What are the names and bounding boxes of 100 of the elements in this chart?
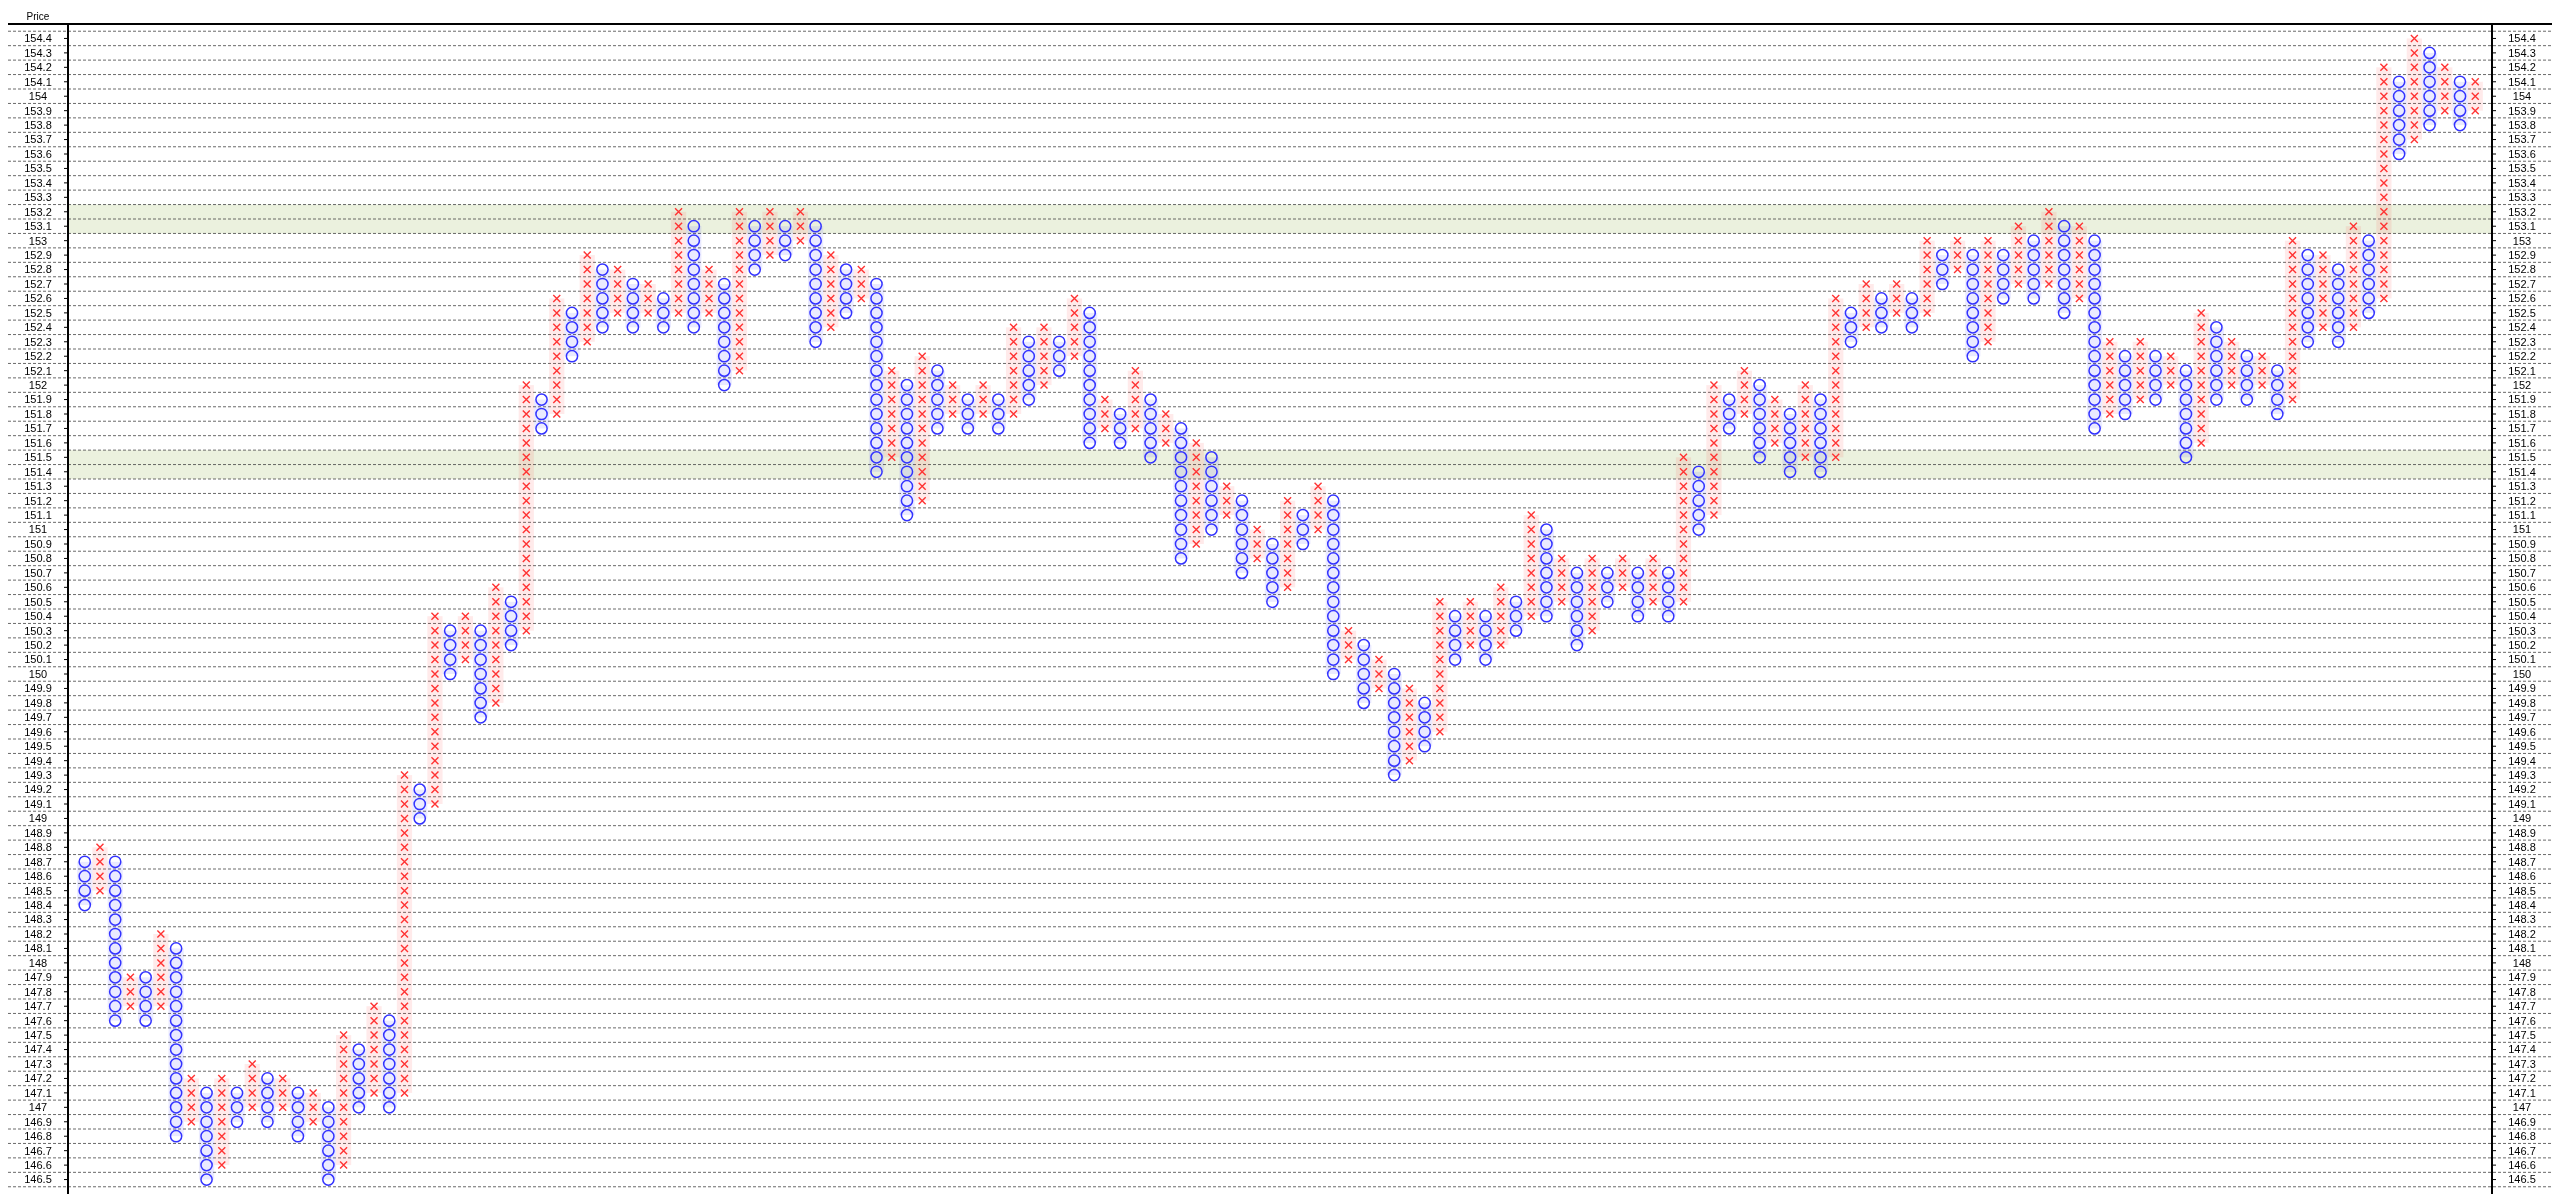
y2-tick-label: 151 bbox=[2512, 523, 2532, 536]
y-tick-label: 149.8 bbox=[24, 696, 52, 709]
y-tick-label: 151.6 bbox=[24, 436, 52, 449]
y-tick-label: 154.1 bbox=[24, 75, 52, 88]
y-tick-label: 152.7 bbox=[24, 277, 52, 290]
y2-tick-label: 149.9 bbox=[2508, 682, 2536, 695]
bar bbox=[92, 847, 108, 891]
bar bbox=[1706, 385, 1722, 516]
y-tick-label: 147 bbox=[28, 1101, 48, 1114]
y-tick-label: 153.3 bbox=[24, 191, 52, 204]
y2-tick-label: 147.5 bbox=[2508, 1028, 2536, 1041]
y-tick-label: 153.2 bbox=[24, 205, 52, 218]
y2-tick-label: 151.1 bbox=[2508, 508, 2536, 521]
y2-tick-label: 153.3 bbox=[2508, 191, 2536, 204]
bar bbox=[1371, 659, 1387, 689]
bar bbox=[2193, 312, 2209, 443]
y2-tick-label: 151.3 bbox=[2508, 480, 2536, 493]
y2-tick-label: 149.8 bbox=[2508, 696, 2536, 709]
y2-tick-label: 152.7 bbox=[2508, 277, 2536, 290]
y2-tick-label: 151.7 bbox=[2508, 422, 2536, 435]
bar bbox=[122, 977, 139, 1007]
y2-tick-label: 153.7 bbox=[2508, 133, 2536, 146]
bar bbox=[153, 934, 169, 1007]
y-tick-label: 151.2 bbox=[24, 494, 52, 507]
y2-tick-label: 152.4 bbox=[2508, 321, 2536, 334]
bar bbox=[1158, 414, 1174, 443]
y-tick-label: 149.3 bbox=[24, 768, 52, 781]
bar bbox=[945, 385, 961, 414]
bar bbox=[214, 1078, 230, 1166]
y2-tick-label: 150.1 bbox=[2508, 653, 2536, 666]
y-tick-label: 152.2 bbox=[24, 350, 52, 363]
bar bbox=[2224, 341, 2240, 386]
y-tick-label: 152.6 bbox=[24, 292, 52, 305]
y2-tick-label: 150.8 bbox=[2508, 552, 2536, 565]
y2-tick-label: 152.2 bbox=[2508, 350, 2536, 363]
y-tick-label: 149.6 bbox=[24, 725, 52, 738]
y2-tick-label: 149.7 bbox=[2508, 711, 2536, 724]
y-tick-label: 151.4 bbox=[24, 465, 52, 478]
y2-tick-label: 148.1 bbox=[2508, 942, 2536, 955]
bar bbox=[731, 211, 748, 371]
y-tick-label: 152.8 bbox=[24, 263, 52, 276]
bar bbox=[1036, 327, 1052, 386]
y-tick-label: 150.6 bbox=[24, 581, 52, 594]
y2-tick-label: 148.6 bbox=[2508, 870, 2536, 883]
y2-tick-label: 149.2 bbox=[2508, 783, 2536, 796]
y-tick-label: 154.4 bbox=[24, 32, 52, 45]
y2-tick-label: 153.5 bbox=[2508, 162, 2536, 175]
y-tick-label: 153.4 bbox=[24, 176, 52, 189]
bar bbox=[914, 356, 930, 501]
y2-tick-label: 154.3 bbox=[2508, 46, 2536, 59]
y2-tick-label: 147.2 bbox=[2508, 1072, 2536, 1085]
y2-tick-label: 153.6 bbox=[2508, 147, 2536, 160]
y-tick-label: 152.5 bbox=[24, 306, 52, 319]
bar bbox=[1645, 558, 1661, 602]
bar bbox=[610, 269, 626, 313]
y-tick-label: 147.5 bbox=[24, 1028, 52, 1041]
y2-tick-label: 150.5 bbox=[2508, 595, 2536, 608]
y-tick-label: 152.1 bbox=[24, 364, 52, 377]
y2-tick-label: 147.1 bbox=[2508, 1086, 2536, 1099]
y-tick-label: 146.8 bbox=[24, 1130, 52, 1143]
bar bbox=[1797, 385, 1813, 458]
y-tick-label: 149.5 bbox=[24, 740, 52, 753]
y2-tick-label: 146.5 bbox=[2508, 1173, 2536, 1186]
bar bbox=[244, 1064, 260, 1108]
y2-tick-label: 152.9 bbox=[2508, 248, 2536, 261]
y2-tick-label: 150.3 bbox=[2508, 624, 2536, 637]
y-tick-label: 147.8 bbox=[24, 985, 52, 998]
bar bbox=[2284, 240, 2301, 400]
bar bbox=[183, 1078, 199, 1122]
y2-tick-label: 148.8 bbox=[2508, 841, 2536, 854]
y2-tick-label: 153 bbox=[2512, 234, 2532, 247]
y-tick-label: 149.1 bbox=[24, 797, 52, 810]
bar bbox=[2010, 226, 2027, 284]
bar bbox=[366, 1006, 382, 1093]
y-tick-label: 148.7 bbox=[24, 855, 52, 868]
y2-tick-label: 150.6 bbox=[2508, 581, 2536, 594]
bar bbox=[1767, 399, 1783, 443]
y2-tick-label: 151.9 bbox=[2508, 393, 2536, 406]
bar bbox=[2315, 255, 2331, 328]
y-tick-label: 146.9 bbox=[24, 1115, 52, 1128]
y2-tick-label: 152.8 bbox=[2508, 263, 2536, 276]
y2-tick-label: 154.4 bbox=[2508, 32, 2536, 45]
y2-tick-label: 151.6 bbox=[2508, 436, 2536, 449]
bar bbox=[1554, 558, 1570, 602]
y-tick-label: 147.1 bbox=[24, 1086, 52, 1099]
y-tick-label: 149.9 bbox=[24, 682, 52, 695]
y2-tick-label: 148.4 bbox=[2508, 898, 2536, 911]
y-tick-label: 148.5 bbox=[24, 884, 52, 897]
y-tick-label: 151.1 bbox=[24, 508, 52, 521]
bar bbox=[2041, 211, 2057, 284]
bar bbox=[1310, 486, 1326, 530]
y-tick-label: 150.7 bbox=[24, 566, 52, 579]
y2-tick-label: 150 bbox=[2512, 667, 2532, 680]
y-tick-label: 150.2 bbox=[24, 638, 52, 651]
bar bbox=[1736, 370, 1753, 414]
y-tick-label: 152 bbox=[28, 378, 48, 391]
y-tick-label: 153.1 bbox=[24, 220, 52, 233]
y2-tick-label: 151.2 bbox=[2508, 494, 2536, 507]
y-tick-label: 149.2 bbox=[24, 783, 52, 796]
y2-tick-label: 151.8 bbox=[2508, 407, 2536, 420]
